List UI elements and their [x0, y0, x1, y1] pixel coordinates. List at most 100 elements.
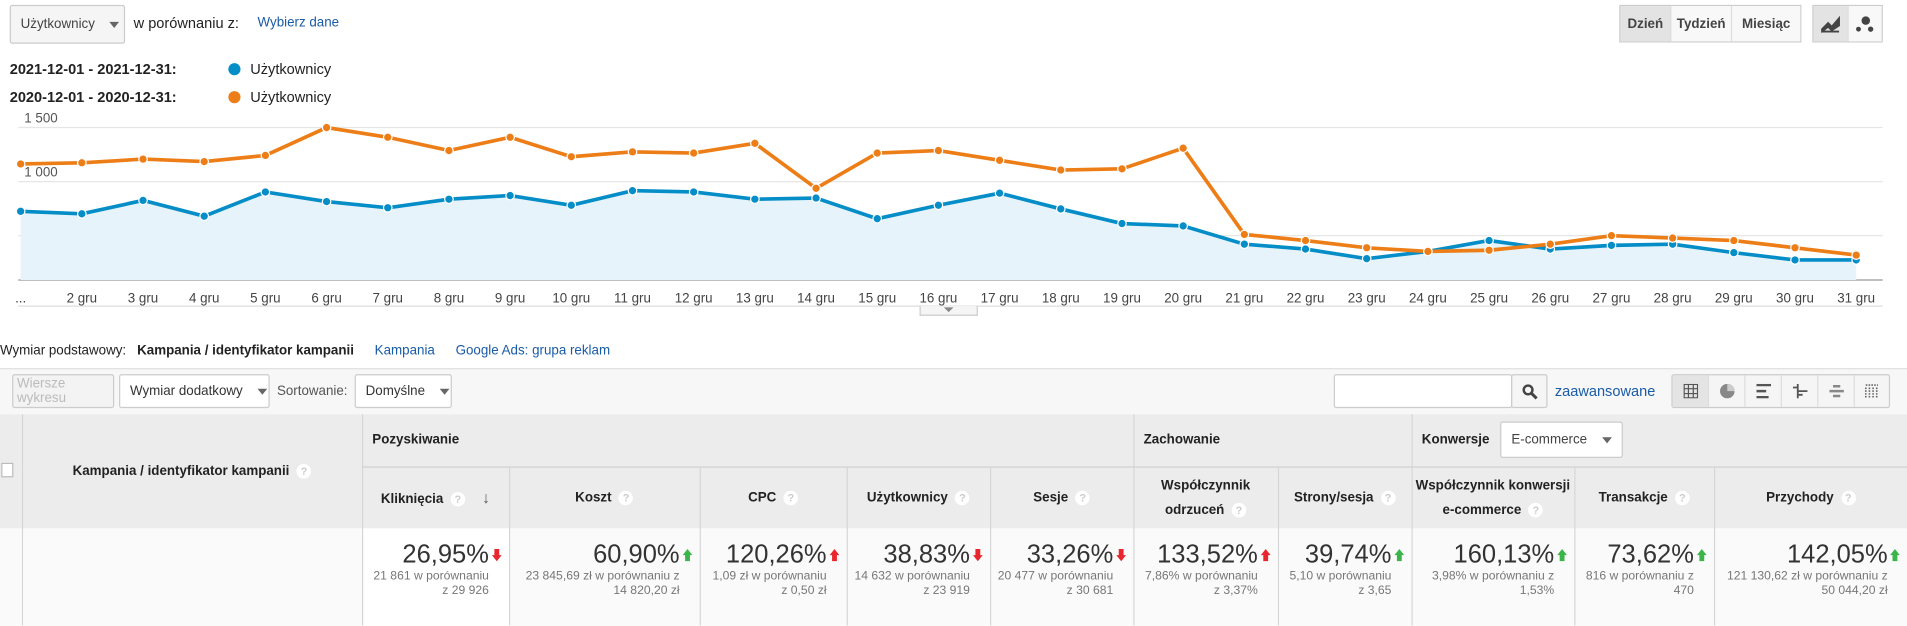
metric-cell: 60,90% 23 845,69 zł w porównaniu z 14 820…: [508, 528, 700, 626]
help-icon[interactable]: ?: [955, 490, 970, 506]
data-point: [1117, 163, 1127, 174]
metric-comparison: 14 632 w porównaniu z 23 919: [854, 569, 970, 598]
advanced-filter-link[interactable]: zaawansowane: [1554, 382, 1656, 400]
metric-comparison: 5,10 w porównaniu z 3,65: [1289, 569, 1392, 598]
metric-change: 38,83%: [852, 541, 983, 570]
period-week-button[interactable]: Tydzień: [1671, 6, 1733, 42]
column-header-label: Transakcje: [1598, 490, 1668, 505]
data-point: [15, 159, 26, 169]
x-tick-label: 17 gru: [981, 290, 1019, 305]
conversion-type-select[interactable]: E-commerce: [1500, 421, 1623, 459]
help-icon[interactable]: ?: [1231, 502, 1247, 518]
x-tick-label: 2 gru: [67, 290, 97, 305]
period-month-button[interactable]: Miesiąc: [1732, 6, 1801, 42]
data-point: [1545, 239, 1556, 250]
term-cloud-view-button[interactable]: [1818, 375, 1855, 407]
x-tick-label: 6 gru: [311, 290, 341, 305]
bar-list-icon: [1755, 383, 1771, 399]
x-tick-label: 26 gru: [1531, 290, 1569, 305]
period-day-button[interactable]: Dzień: [1620, 6, 1672, 42]
legend-previous: 2020-12-01 - 2020-12-31: Użytkownicy: [10, 89, 332, 106]
pie-chart-icon: [1719, 383, 1734, 399]
metric-cell: 160,13% 3,98% w porównaniu z 1,53%: [1410, 528, 1575, 626]
help-icon[interactable]: ?: [618, 490, 634, 506]
metric-change: 26,95%: [367, 541, 502, 570]
help-icon[interactable]: ?: [1075, 490, 1091, 506]
column-header[interactable]: Strony/sesja?: [1277, 466, 1412, 529]
conversion-type-value: E-commerce: [1511, 432, 1588, 448]
dimension-option-adgroup[interactable]: Google Ads: grupa reklam: [455, 343, 611, 359]
x-tick-label: 13 gru: [736, 290, 774, 305]
legend-dot-blue: [228, 63, 241, 76]
search-button[interactable]: [1511, 374, 1548, 409]
dimension-option-campaign[interactable]: Kampania: [374, 343, 435, 359]
metric-cell: 142,05% 121 130,62 zł w porównaniu z 50 0…: [1713, 528, 1907, 626]
help-icon[interactable]: ?: [1840, 490, 1856, 506]
sort-select[interactable]: Domyślne: [354, 374, 452, 409]
column-header-label: Koszt: [575, 490, 612, 505]
help-icon[interactable]: ?: [1674, 490, 1690, 506]
x-tick-label: 27 gru: [1593, 290, 1631, 305]
table-search-input[interactable]: [1333, 374, 1513, 409]
help-icon[interactable]: ?: [783, 490, 799, 506]
column-header[interactable]: Współczynnik odrzuceń?: [1132, 466, 1278, 529]
help-icon[interactable]: ?: [1380, 490, 1396, 506]
column-header[interactable]: Sesje?: [989, 466, 1134, 529]
metric-select-value: Użytkownicy: [20, 17, 95, 32]
data-point: [1361, 253, 1372, 264]
x-tick-label: 28 gru: [1654, 290, 1692, 305]
data-point: [1728, 235, 1739, 246]
select-all-checkbox[interactable]: [0, 462, 14, 477]
data-point: [688, 187, 699, 197]
column-header-label: CPC: [748, 490, 777, 505]
help-icon[interactable]: ?: [296, 464, 312, 479]
help-icon[interactable]: ?: [450, 492, 466, 507]
grid-icon: [1682, 383, 1698, 399]
metric-cell: 73,62% 816 w porównaniu z 470: [1573, 528, 1714, 626]
metric-change-value: 60,90%: [593, 540, 680, 569]
column-header[interactable]: Użytkownicy?: [846, 466, 990, 529]
arrow-up-icon: [1696, 549, 1707, 562]
chart-collapse-handle[interactable]: [919, 306, 978, 316]
help-icon[interactable]: ?: [1528, 502, 1544, 518]
column-header[interactable]: Przychody?: [1713, 466, 1907, 529]
arrow-up-icon: [829, 549, 839, 562]
column-header-label: Współczynnik konwersji e-commerce: [1415, 478, 1571, 518]
x-tick-label: 3 gru: [128, 290, 158, 305]
metric-select[interactable]: Użytkownicy: [9, 4, 126, 44]
comparison-view-button[interactable]: [1782, 375, 1819, 407]
metric-cell: 133,52% 7,86% w porównaniu z 3,37%: [1132, 528, 1278, 626]
metric-comparison: 1,09 zł w porównaniu z 0,50 zł: [712, 569, 827, 598]
data-point: [1055, 165, 1066, 175]
x-tick-label: 5 gru: [250, 290, 280, 305]
column-header-label: Kliknięcia: [380, 492, 444, 507]
column-header[interactable]: CPC?: [699, 466, 847, 529]
metric-change: 120,26%: [705, 541, 839, 570]
x-tick-label: 31 gru: [1837, 290, 1875, 305]
plot-rows-button[interactable]: Wiersze wykresu: [12, 374, 115, 409]
line-chart-button[interactable]: [1813, 6, 1849, 42]
pivot-view-button[interactable]: [1855, 375, 1889, 407]
metric-change-value: 120,26%: [725, 540, 827, 569]
column-header[interactable]: Kliknięcia? ↓: [361, 466, 509, 529]
dimension-column-header[interactable]: Kampania / identyfikator kampanii?: [21, 414, 362, 529]
performance-view-button[interactable]: [1746, 375, 1782, 407]
data-point: [76, 157, 87, 168]
legend-label: Użytkownicy: [250, 60, 332, 78]
data-point: [933, 145, 944, 156]
choose-data-link[interactable]: Wybierz dane: [257, 15, 340, 31]
column-header[interactable]: Współczynnik konwersji e-commerce?: [1410, 466, 1575, 529]
data-point: [260, 187, 271, 197]
secondary-dimension-select[interactable]: Wymiar dodatkowy: [119, 374, 270, 409]
column-header[interactable]: Koszt?: [508, 466, 700, 529]
pie-view-button[interactable]: [1709, 375, 1746, 407]
sort-desc-icon[interactable]: ↓: [482, 488, 491, 507]
table-view-button[interactable]: [1672, 375, 1710, 407]
data-point: [688, 148, 699, 158]
view-switcher: [1671, 374, 1891, 409]
x-tick-label: 4 gru: [189, 290, 219, 305]
motion-chart-button[interactable]: [1848, 6, 1882, 42]
column-header[interactable]: Transakcje?: [1573, 466, 1714, 529]
arrow-up-icon: [1890, 549, 1900, 562]
x-tick-label: 30 gru: [1776, 290, 1814, 305]
